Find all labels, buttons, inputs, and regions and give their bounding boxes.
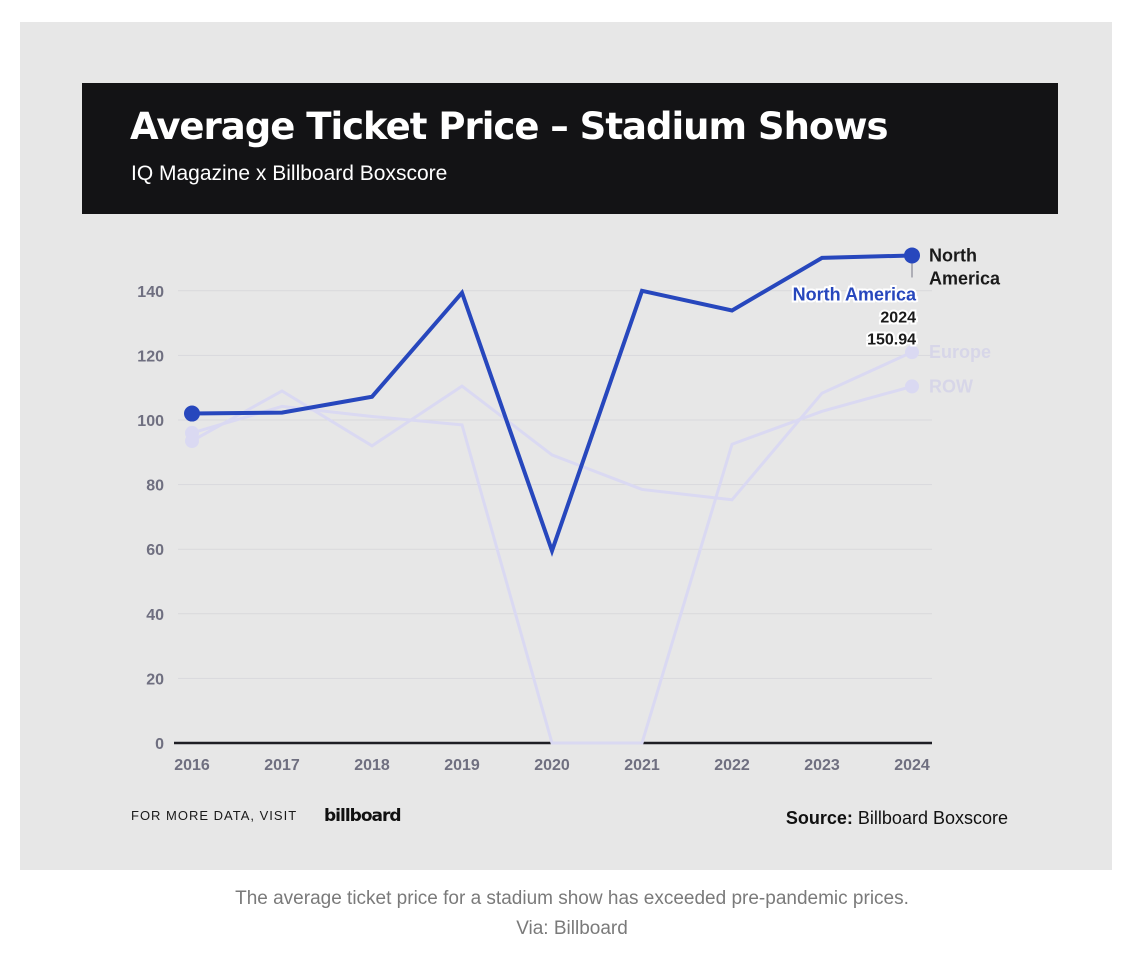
- y-tick-label: 120: [137, 348, 164, 365]
- chart-subtitle: IQ Magazine x Billboard Boxscore: [131, 162, 448, 185]
- image-credit: Via: Billboard: [516, 918, 628, 939]
- y-tick-label: 0: [155, 736, 164, 753]
- footer-visit-text: FOR MORE DATA, VISIT: [131, 808, 298, 823]
- y-tick-label: 20: [146, 671, 164, 688]
- series-start-point: [185, 425, 199, 440]
- source-credit: Source: Billboard Boxscore: [786, 808, 1008, 829]
- series-line-europe: [191, 350, 913, 502]
- tooltip-value: 150.94: [867, 331, 916, 348]
- y-tick-label: 140: [137, 284, 164, 301]
- y-tick-label: 60: [146, 542, 164, 559]
- chart-header-banner: Average Ticket Price – Stadium Shows IQ …: [82, 83, 1058, 214]
- series-line-north-america: [191, 253, 913, 557]
- series-end-label: Europe: [929, 342, 991, 362]
- series-end-point: [905, 345, 919, 360]
- series-end-label: North: [929, 245, 977, 265]
- source-value: Billboard Boxscore: [857, 808, 1008, 828]
- line-chart: 0 20 40 60 80 100 120 140 2016 2017 2018 2019 2020 20…: [137, 245, 1001, 774]
- y-tick-label: 80: [146, 478, 164, 495]
- chart-title: Average Ticket Price – Stadium Shows: [130, 105, 889, 148]
- series-end-label: America: [929, 268, 1001, 288]
- chart-panel: Average Ticket Price – Stadium Shows IQ …: [20, 22, 1112, 870]
- y-tick-label: 40: [146, 607, 164, 624]
- series-start-point: [184, 405, 200, 422]
- y-tick-label: 100: [137, 413, 164, 430]
- source-label: Source:: [785, 808, 853, 828]
- x-tick-label: 2018: [354, 757, 390, 774]
- x-tick-label: 2021: [624, 757, 660, 774]
- x-tick-label: 2019: [444, 757, 480, 774]
- series-line-row: [191, 384, 913, 745]
- x-tick-label: 2016: [174, 757, 210, 774]
- x-tick-label: 2017: [264, 757, 300, 774]
- tooltip-year: 2024: [880, 309, 916, 326]
- series-end-point: [904, 247, 920, 264]
- x-tick-label: 2023: [804, 757, 840, 774]
- image-caption: The average ticket price for a stadium s…: [235, 888, 909, 909]
- x-tick-label: 2022: [714, 757, 750, 774]
- tooltip-series-name: North America: [793, 284, 917, 304]
- series-end-label: ROW: [929, 376, 973, 396]
- billboard-logo[interactable]: billboard: [324, 806, 402, 826]
- series-end-point: [905, 379, 919, 394]
- x-tick-label: 2020: [534, 757, 570, 774]
- x-tick-label: 2024: [894, 757, 930, 774]
